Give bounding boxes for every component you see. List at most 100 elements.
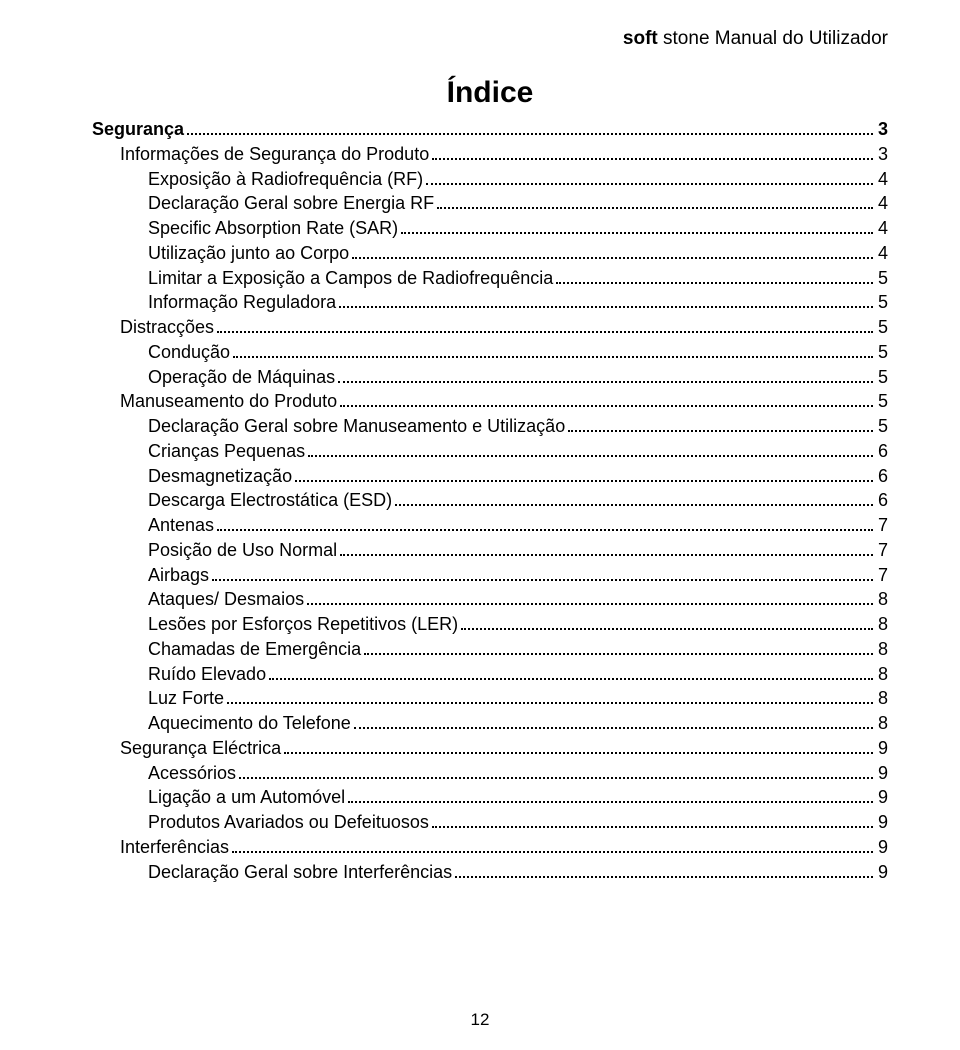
toc-entry[interactable]: Declaração Geral sobre Interferências 9 xyxy=(92,861,888,885)
toc-leader-dots xyxy=(364,641,873,655)
toc-entry-label: Antenas xyxy=(148,514,214,538)
toc-entry[interactable]: Operação de Máquinas 5 xyxy=(92,366,888,390)
toc-leader-dots xyxy=(340,542,873,556)
toc-leader-dots xyxy=(461,617,873,631)
toc-entry[interactable]: Ligação a um Automóvel 9 xyxy=(92,786,888,810)
toc-entry[interactable]: Ruído Elevado 8 xyxy=(92,663,888,687)
toc-entry-page: 9 xyxy=(876,811,888,835)
toc-entry-label: Ligação a um Automóvel xyxy=(148,786,345,810)
toc-entry[interactable]: Acessórios9 xyxy=(92,762,888,786)
toc-entry[interactable]: Airbags 7 xyxy=(92,564,888,588)
toc-entry[interactable]: Produtos Avariados ou Defeituosos 9 xyxy=(92,811,888,835)
toc-entry-page: 4 xyxy=(876,168,888,192)
toc-entry-label: Acessórios xyxy=(148,762,236,786)
toc-entry-label: Descarga Electrostática (ESD) xyxy=(148,489,392,513)
page-title: Índice xyxy=(92,76,888,110)
toc-entry-label: Segurança xyxy=(92,118,184,142)
toc-entry-page: 7 xyxy=(876,564,888,588)
toc-leader-dots xyxy=(239,765,873,779)
toc-leader-dots xyxy=(432,146,873,160)
toc-leader-dots xyxy=(568,419,873,433)
toc-entry[interactable]: Informação Reguladora 5 xyxy=(92,291,888,315)
toc-entry[interactable]: Exposição à Radiofrequência (RF)4 xyxy=(92,168,888,192)
toc-entry[interactable]: Specific Absorption Rate (SAR)4 xyxy=(92,217,888,241)
toc-entry[interactable]: Desmagnetização 6 xyxy=(92,465,888,489)
toc-leader-dots xyxy=(556,270,873,284)
toc-entry[interactable]: Manuseamento do Produto5 xyxy=(92,390,888,414)
toc-entry-label: Utilização junto ao Corpo xyxy=(148,242,349,266)
toc-leader-dots xyxy=(233,344,873,358)
toc-entry-label: Distracções xyxy=(120,316,214,340)
toc-leader-dots xyxy=(455,864,873,878)
toc-entry[interactable]: Luz Forte 8 xyxy=(92,687,888,711)
toc-entry[interactable]: Posição de Uso Normal7 xyxy=(92,539,888,563)
toc-entry-page: 8 xyxy=(876,588,888,612)
toc-entry-page: 6 xyxy=(876,489,888,513)
toc-entry-page: 5 xyxy=(876,291,888,315)
toc-entry[interactable]: Crianças Pequenas 6 xyxy=(92,440,888,464)
toc-entry-label: Informação Reguladora xyxy=(148,291,336,315)
toc-entry-label: Declaração Geral sobre Energia RF xyxy=(148,192,434,216)
table-of-contents: Segurança 3Informações de Segurança do Pr… xyxy=(92,118,888,884)
toc-entry-page: 9 xyxy=(876,737,888,761)
toc-leader-dots xyxy=(340,394,873,408)
toc-entry-page: 5 xyxy=(876,366,888,390)
toc-leader-dots xyxy=(348,790,873,804)
toc-entry[interactable]: Limitar a Exposição a Campos de Radiofre… xyxy=(92,267,888,291)
toc-entry[interactable]: Declaração Geral sobre Energia RF4 xyxy=(92,192,888,216)
toc-entry-page: 5 xyxy=(876,316,888,340)
toc-entry[interactable]: Segurança Eléctrica9 xyxy=(92,737,888,761)
toc-entry[interactable]: Aquecimento do Telefone 8 xyxy=(92,712,888,736)
toc-entry[interactable]: Ataques/ Desmaios 8 xyxy=(92,588,888,612)
toc-entry[interactable]: Informações de Segurança do Produto3 xyxy=(92,143,888,167)
toc-entry-page: 7 xyxy=(876,514,888,538)
toc-entry-label: Crianças Pequenas xyxy=(148,440,305,464)
toc-entry-page: 6 xyxy=(876,440,888,464)
toc-leader-dots xyxy=(426,171,873,185)
toc-entry[interactable]: Utilização junto ao Corpo 4 xyxy=(92,242,888,266)
toc-entry-page: 9 xyxy=(876,861,888,885)
toc-entry-page: 4 xyxy=(876,242,888,266)
toc-entry-label: Produtos Avariados ou Defeituosos xyxy=(148,811,429,835)
toc-entry[interactable]: Chamadas de Emergência8 xyxy=(92,638,888,662)
toc-entry-page: 8 xyxy=(876,638,888,662)
toc-leader-dots xyxy=(308,443,873,457)
page-number: 12 xyxy=(0,1010,960,1030)
toc-entry[interactable]: Distracções 5 xyxy=(92,316,888,340)
toc-leader-dots xyxy=(217,320,873,334)
header-bold: soft xyxy=(623,28,658,49)
toc-entry-label: Luz Forte xyxy=(148,687,224,711)
toc-entry[interactable]: Antenas 7 xyxy=(92,514,888,538)
toc-entry-page: 5 xyxy=(876,267,888,291)
toc-entry-page: 8 xyxy=(876,712,888,736)
toc-entry-page: 4 xyxy=(876,217,888,241)
toc-entry[interactable]: Declaração Geral sobre Manuseamento e Ut… xyxy=(92,415,888,439)
toc-entry[interactable]: Lesões por Esforços Repetitivos (LER)8 xyxy=(92,613,888,637)
toc-leader-dots xyxy=(432,815,873,829)
toc-entry-page: 3 xyxy=(876,118,888,142)
toc-entry-label: Ataques/ Desmaios xyxy=(148,588,304,612)
toc-leader-dots xyxy=(227,691,873,705)
toc-entry-page: 9 xyxy=(876,786,888,810)
toc-entry[interactable]: Interferências9 xyxy=(92,836,888,860)
toc-entry-label: Limitar a Exposição a Campos de Radiofre… xyxy=(148,267,553,291)
toc-entry[interactable]: Condução5 xyxy=(92,341,888,365)
running-header: soft stone Manual do Utilizador xyxy=(92,28,888,50)
toc-leader-dots xyxy=(401,221,873,235)
toc-entry-page: 8 xyxy=(876,663,888,687)
toc-entry-page: 7 xyxy=(876,539,888,563)
toc-entry[interactable]: Descarga Electrostática (ESD) 6 xyxy=(92,489,888,513)
toc-entry-page: 6 xyxy=(876,465,888,489)
toc-entry-page: 5 xyxy=(876,341,888,365)
toc-leader-dots xyxy=(395,493,873,507)
toc-entry-label: Declaração Geral sobre Interferências xyxy=(148,861,452,885)
toc-entry-label: Lesões por Esforços Repetitivos (LER) xyxy=(148,613,458,637)
toc-entry-label: Operação de Máquinas xyxy=(148,366,335,390)
toc-entry-label: Desmagnetização xyxy=(148,465,292,489)
toc-entry-label: Ruído Elevado xyxy=(148,663,266,687)
toc-entry[interactable]: Segurança 3 xyxy=(92,118,888,142)
toc-leader-dots xyxy=(269,666,873,680)
toc-entry-page: 8 xyxy=(876,687,888,711)
toc-entry-label: Aquecimento do Telefone xyxy=(148,712,351,736)
toc-entry-label: Airbags xyxy=(148,564,209,588)
